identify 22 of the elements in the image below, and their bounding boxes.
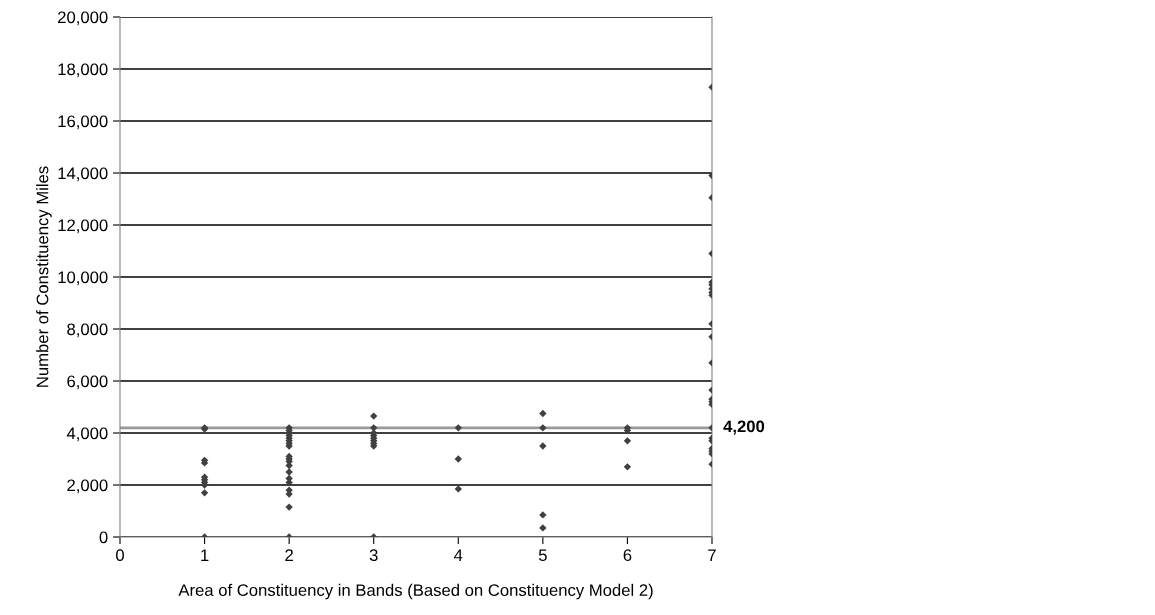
x-tick-label: 5 xyxy=(538,549,547,562)
x-tick-label: 3 xyxy=(369,549,378,562)
x-tick-label: 7 xyxy=(708,549,716,561)
y-tick-label: 18,000 xyxy=(58,63,108,78)
y-tick-label: 16,000 xyxy=(58,115,108,130)
ref-line-label: 4,200 xyxy=(723,420,765,435)
y-tick-label: 6,000 xyxy=(67,375,108,390)
y-tick-label: 8,000 xyxy=(67,323,108,338)
x-tick-label: 1 xyxy=(201,549,209,561)
x-tick-label: 6 xyxy=(623,549,632,562)
x-tick-label: 2 xyxy=(285,549,293,561)
y-tick-label: 20,000 xyxy=(58,11,108,26)
y-tick-label: 2,000 xyxy=(67,479,108,494)
x-axis-title: Area of Constituency in Bands (Based on Constituency Model 2) xyxy=(178,583,653,600)
x-tick-label: 4 xyxy=(454,549,463,561)
y-axis-title: Number of Constituency Miles xyxy=(36,166,52,387)
y-tick-label: 10,000 xyxy=(58,271,108,286)
y-tick-label: 12,000 xyxy=(58,219,108,234)
x-tick-label: 0 xyxy=(116,549,124,562)
y-tick-label: 14,000 xyxy=(58,167,108,182)
y-tick-label: 0 xyxy=(99,531,108,544)
y-tick-label: 4,000 xyxy=(66,427,108,442)
